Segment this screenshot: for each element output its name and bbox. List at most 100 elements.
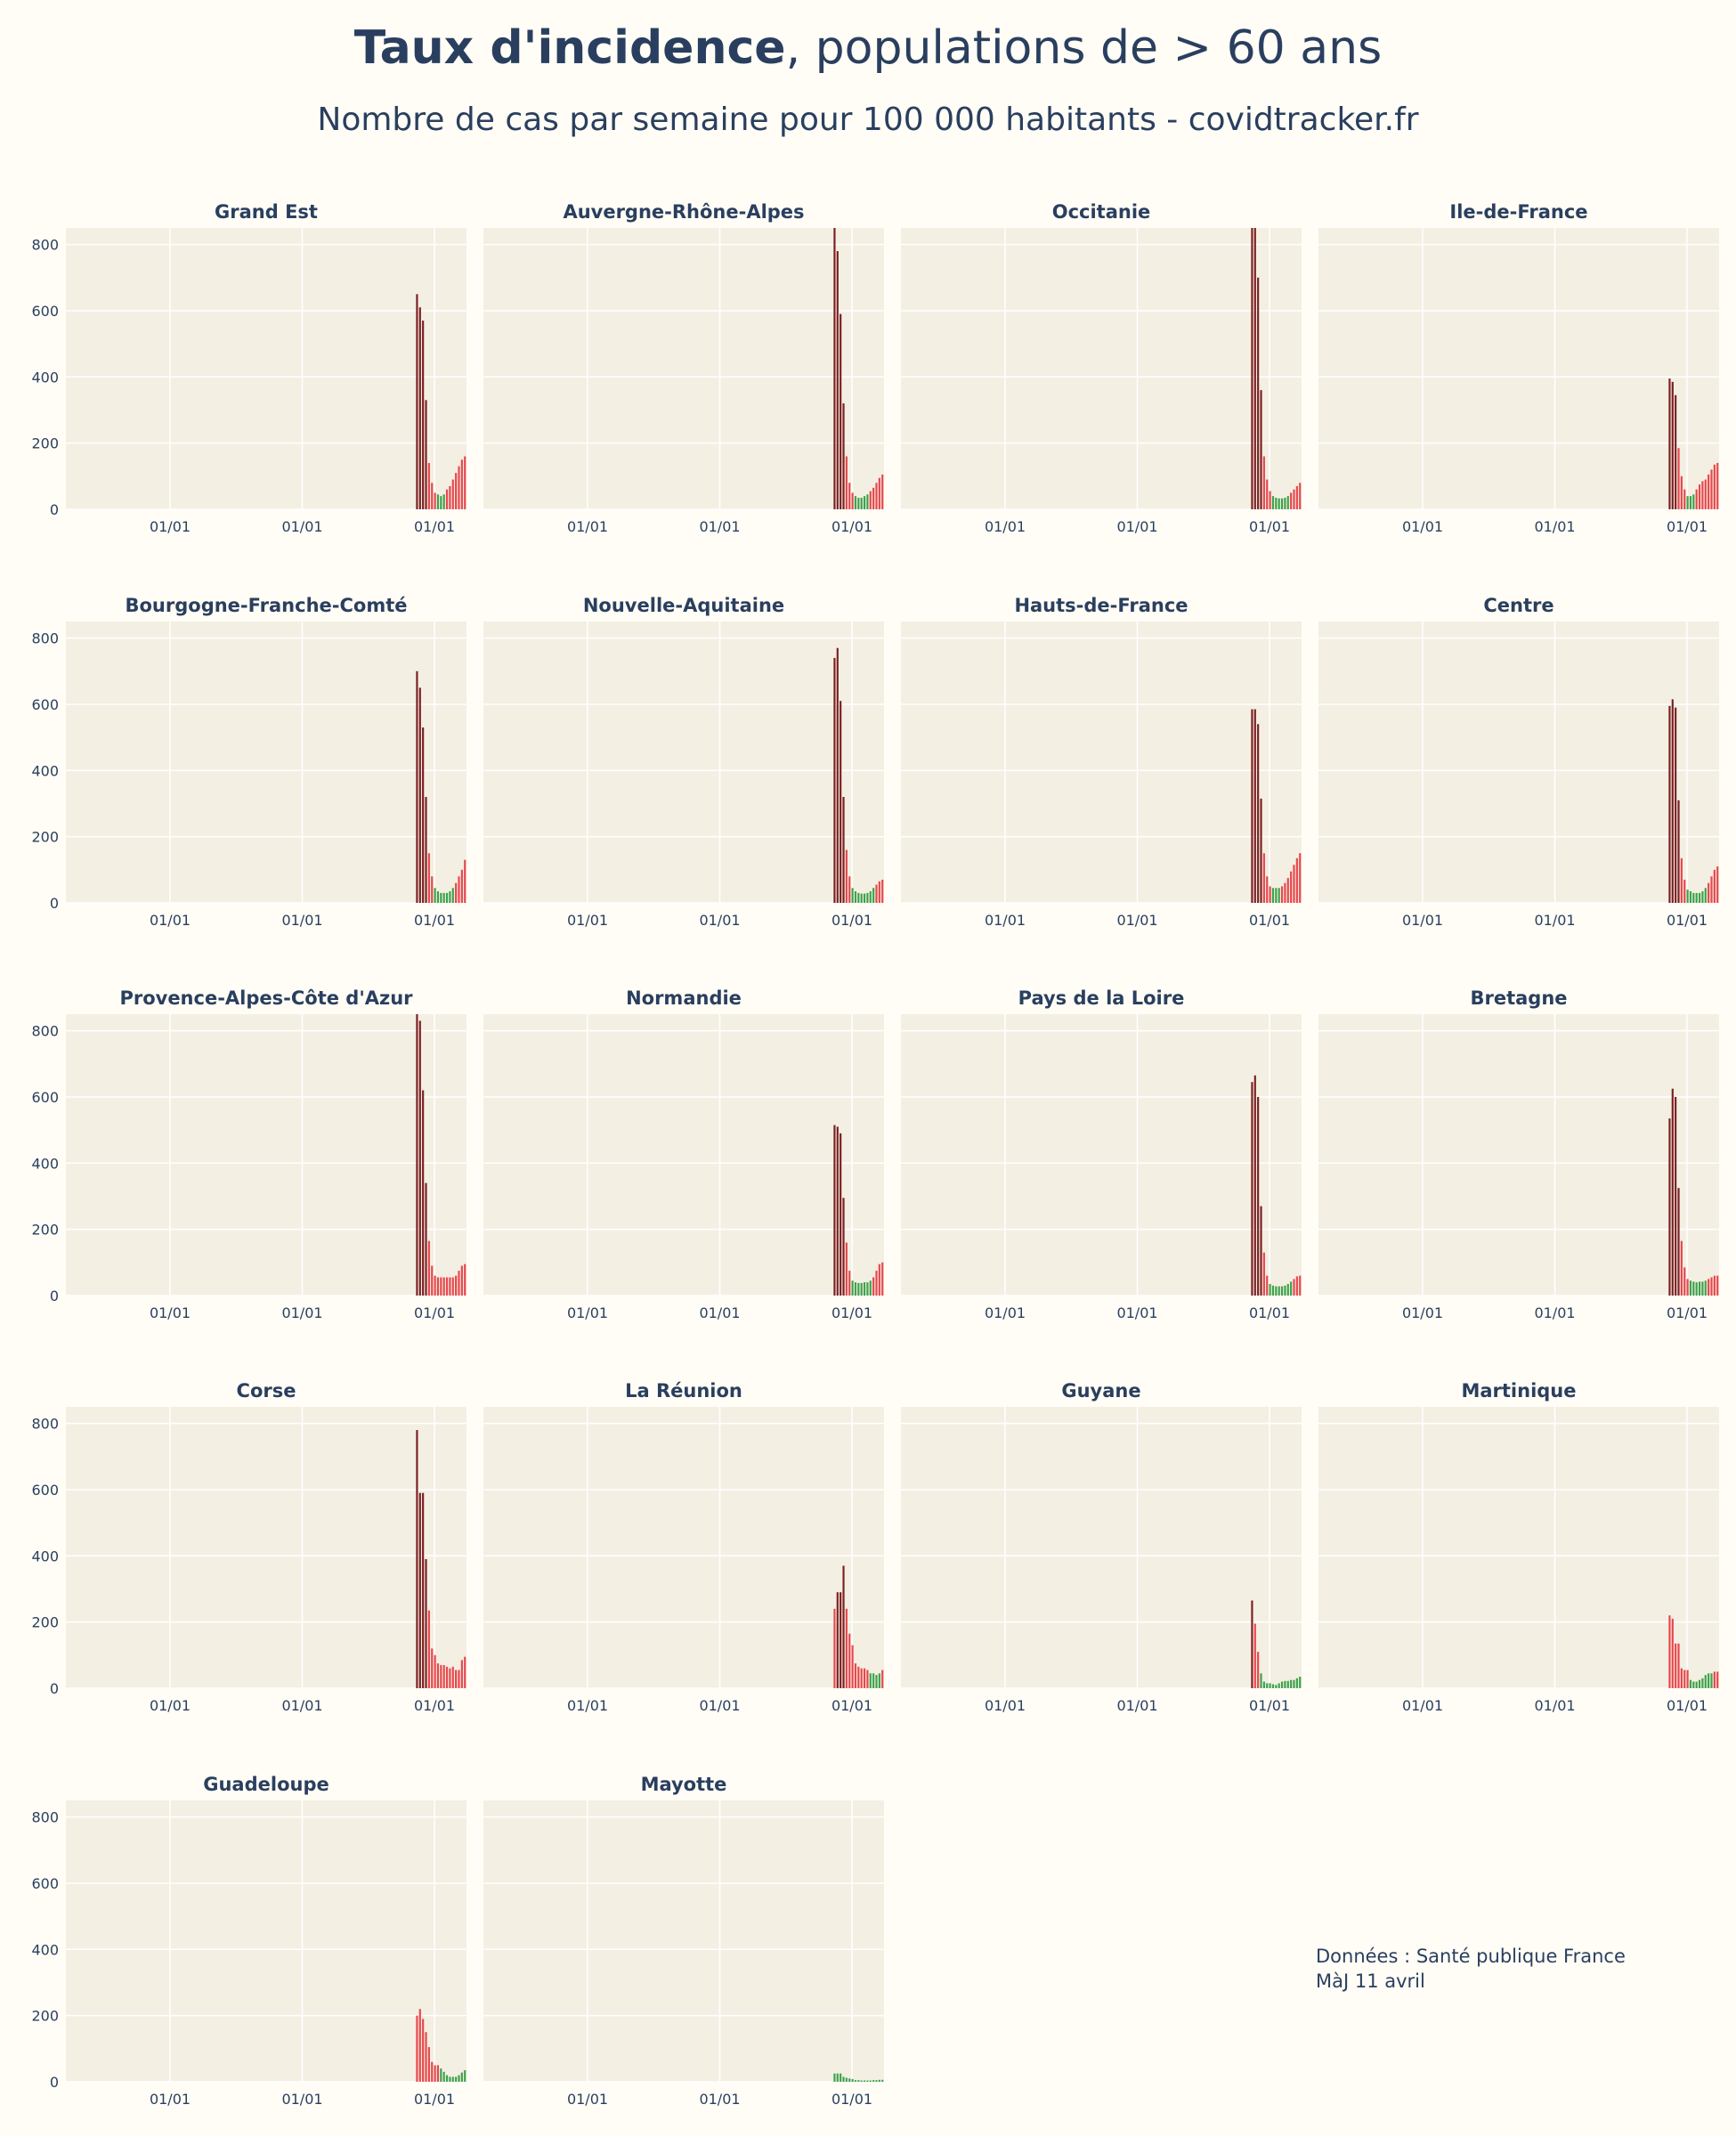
panel: Bourgogne-Franche-Comté 0 200 400 600 800 01/0… [31, 595, 466, 929]
bar [872, 1673, 875, 1688]
plot-area [66, 622, 466, 903]
bar [1675, 394, 1677, 509]
bar [860, 893, 863, 903]
bar [1280, 1681, 1284, 1688]
bar [1701, 890, 1704, 903]
x-tick-label: 01/01 [567, 518, 608, 535]
bar [1299, 1676, 1302, 1688]
bar [1293, 1679, 1295, 1688]
bar [451, 1666, 454, 1688]
bar [860, 2080, 863, 2082]
bar [1710, 1673, 1713, 1688]
bar [445, 892, 449, 903]
bar [1257, 277, 1260, 509]
bar [866, 2080, 869, 2082]
bar [1686, 496, 1689, 509]
bar [875, 2080, 878, 2082]
panel: Centre 01/01 01/01 01/01 [1318, 595, 1719, 929]
bar [845, 849, 848, 903]
bar [1677, 800, 1680, 903]
panel-title: Mayotte [641, 1774, 727, 1795]
x-tick-label: 01/01 [831, 912, 872, 929]
panel: Guadeloupe 0 200 400 600 800 01/01 01/01 01/01 [31, 1774, 466, 2108]
x-tick-label: 01/01 [150, 1304, 191, 1321]
bar [1257, 1652, 1260, 1688]
x-tick-label: 01/01 [1116, 1697, 1157, 1714]
bar [863, 893, 866, 903]
bar [1286, 878, 1289, 903]
bar [460, 1660, 463, 1688]
bar [1299, 853, 1302, 903]
bar [1253, 228, 1256, 509]
bar [425, 400, 427, 509]
bar [854, 1282, 857, 1296]
bar [872, 2080, 875, 2082]
bar [1293, 865, 1295, 903]
x-tick-label: 01/01 [1667, 1697, 1708, 1714]
bar [1708, 882, 1710, 903]
x-tick-label: 01/01 [699, 1697, 740, 1714]
bar [833, 1125, 836, 1296]
bar [1299, 1275, 1302, 1296]
bar [1675, 1643, 1677, 1688]
plot-area [901, 622, 1302, 903]
bar [1286, 496, 1289, 509]
panel: Ile-de-France 01/01 01/01 01/01 [1318, 201, 1719, 535]
panel: Nouvelle-Aquitaine 01/01 01/01 01/01 [483, 595, 884, 929]
footer-notes: Données : Santé publique France MàJ 11 a… [1316, 1944, 1626, 1994]
bar [418, 1020, 421, 1296]
panel-title: Corse [237, 1380, 296, 1402]
y-tick-label: 400 [31, 1548, 59, 1564]
bar [1280, 886, 1284, 903]
bar [1278, 498, 1280, 509]
panel-title: La Réunion [625, 1380, 742, 1402]
panel: Bretagne 01/01 01/01 01/01 [1318, 987, 1719, 1321]
bar [881, 2079, 884, 2082]
y-tick-label: 600 [31, 1482, 59, 1499]
bar [1280, 498, 1284, 509]
bar [842, 1565, 845, 1688]
bar [857, 2080, 860, 2082]
panel-title: Hauts-de-France [1014, 595, 1188, 616]
bar [863, 1282, 866, 1296]
bar [842, 2076, 845, 2082]
bar [863, 496, 866, 509]
bar [1260, 1673, 1262, 1688]
y-tick-label: 0 [50, 895, 59, 912]
bar [1692, 494, 1695, 509]
y-tick-label: 800 [31, 1416, 59, 1433]
bar [860, 497, 863, 509]
panel: Guyane 01/01 01/01 01/01 [901, 1380, 1302, 1714]
bar [863, 1668, 866, 1688]
bar [449, 1668, 451, 1688]
bar [881, 1262, 884, 1296]
bar [1680, 1240, 1683, 1296]
y-tick-label: 200 [31, 829, 59, 846]
chart-title: Taux d'incidence, populations de > 60 an… [0, 16, 1736, 80]
bar [1692, 1681, 1695, 1688]
bar [1266, 876, 1269, 903]
bar [1692, 892, 1695, 903]
bar [878, 881, 880, 903]
chart-title-rest: , populations de > 60 ans [785, 21, 1383, 75]
bar [1290, 1679, 1293, 1688]
plot-area [1318, 1407, 1719, 1688]
bar [866, 494, 869, 509]
y-tick-label: 400 [31, 1155, 59, 1172]
bar [1257, 724, 1260, 903]
bar [869, 890, 872, 903]
bar [1671, 381, 1674, 509]
x-tick-label: 01/01 [1249, 1304, 1290, 1321]
bar [1262, 853, 1265, 903]
bar [1251, 709, 1253, 903]
bar [1293, 489, 1295, 509]
plot-area [483, 1014, 884, 1296]
bar [445, 1277, 449, 1296]
bar [1284, 1285, 1286, 1296]
bar [860, 1668, 863, 1688]
bar [836, 251, 839, 509]
plot-area [483, 1407, 884, 1688]
bar [857, 1282, 860, 1296]
bar [422, 727, 425, 903]
